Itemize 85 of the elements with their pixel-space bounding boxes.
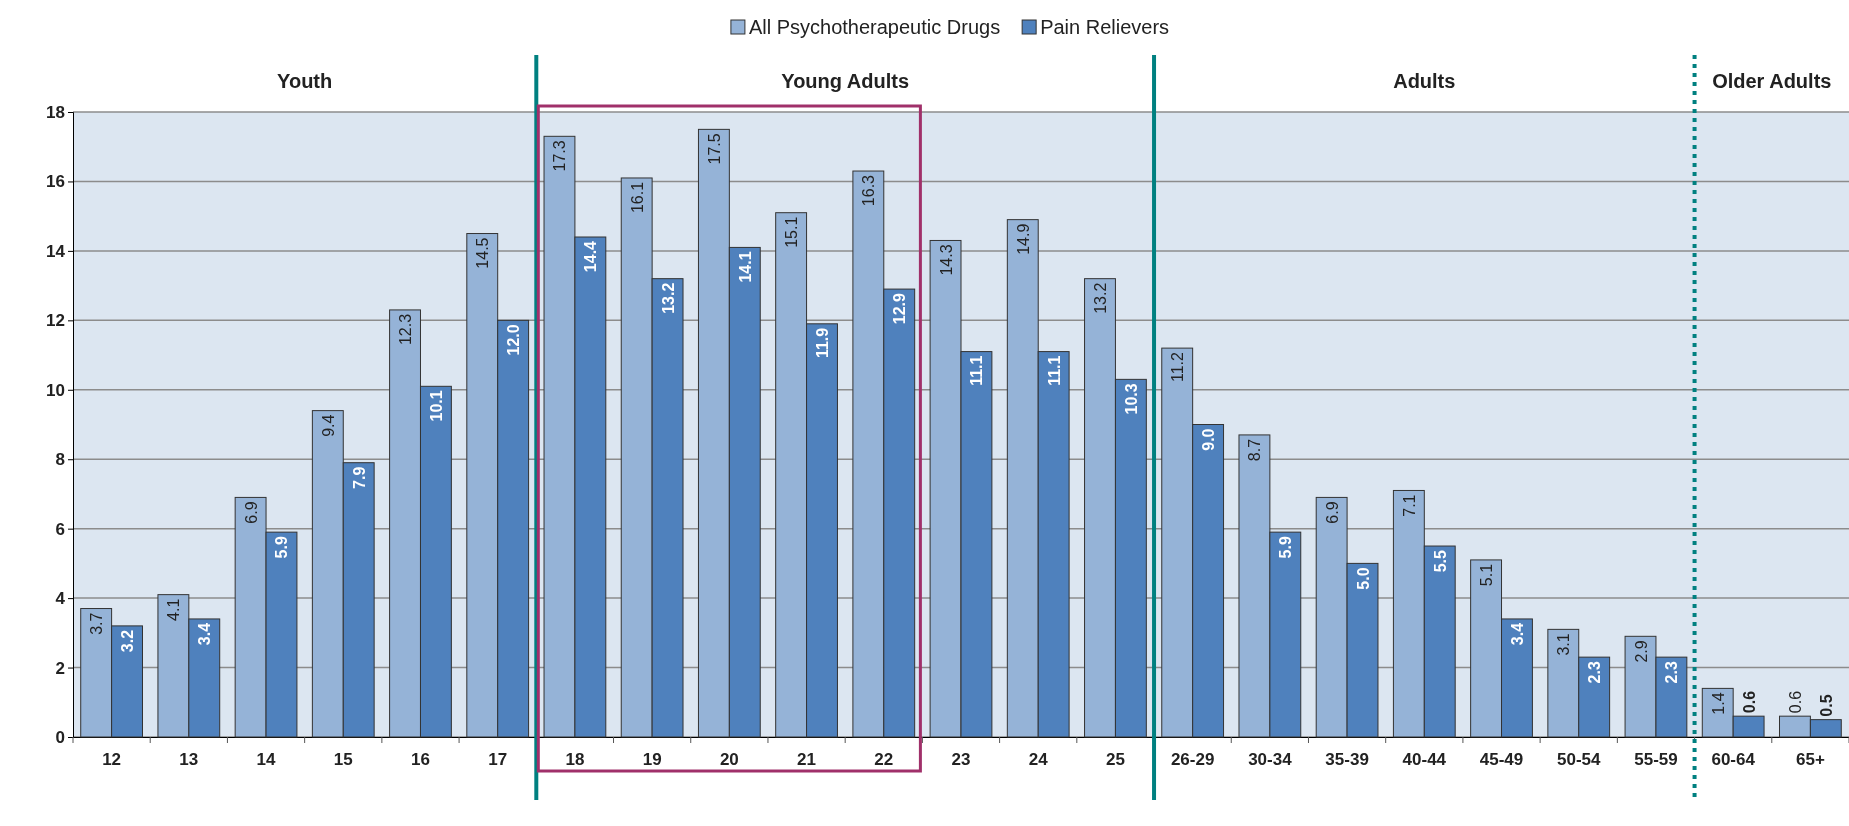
text: Young Adults xyxy=(781,70,910,92)
y-tick-label: 14 xyxy=(46,241,66,261)
data-label: 5.1 xyxy=(1478,563,1496,587)
data-label: 6.9 xyxy=(242,501,260,524)
data-label: 7.1 xyxy=(1400,494,1418,517)
x-tick-label: 35-39 xyxy=(1325,750,1369,770)
data-label: 2.9 xyxy=(1632,640,1650,663)
text: Adults xyxy=(1393,70,1456,92)
x-tick-label: 14 xyxy=(256,750,277,770)
data-label: 3.2 xyxy=(119,629,137,653)
data-label: 12.3 xyxy=(397,313,415,346)
y-tick-label: 6 xyxy=(55,519,65,539)
data-label: 3.1 xyxy=(1555,633,1573,656)
data-label: 13.2 xyxy=(659,282,677,314)
y-tick-label: 18 xyxy=(46,102,65,122)
data-label: 14.5 xyxy=(474,237,492,269)
legend-label: Pain Relievers xyxy=(1040,16,1170,38)
y-tick-label: 10 xyxy=(46,380,65,400)
x-tick-label: 40-44 xyxy=(1402,750,1447,770)
data-label: 2.3 xyxy=(1586,661,1604,684)
data-label: 9.0 xyxy=(1200,428,1218,451)
data-label: 14.1 xyxy=(736,251,754,283)
data-label: 3.4 xyxy=(196,622,214,646)
y-tick-label: 8 xyxy=(55,450,65,470)
data-label: 1.4 xyxy=(1709,692,1727,715)
x-tick-label: 30-34 xyxy=(1248,750,1293,770)
x-tick-label: 12 xyxy=(102,750,122,770)
x-tick-label: 16 xyxy=(411,750,430,770)
x-tick-label: 50-54 xyxy=(1557,750,1602,770)
data-label: 17.5 xyxy=(705,133,723,165)
data-label: 9.4 xyxy=(319,414,337,437)
data-label: 14.9 xyxy=(1014,223,1032,255)
text: Youth xyxy=(277,70,333,92)
data-label: 5.9 xyxy=(273,536,291,559)
data-label: 15.1 xyxy=(783,216,801,248)
data-label: 5.0 xyxy=(1354,567,1372,590)
x-tick-label: 21 xyxy=(797,750,817,770)
x-tick-label: 18 xyxy=(565,750,585,770)
x-tick-label: 15 xyxy=(333,750,353,770)
data-label: 10.1 xyxy=(427,390,445,422)
x-tick-label: 13 xyxy=(179,750,199,770)
data-label: 3.7 xyxy=(88,612,106,635)
y-tick-label: 12 xyxy=(46,311,65,331)
x-tick-label: 45-49 xyxy=(1479,750,1524,770)
data-label: 12.9 xyxy=(891,292,909,325)
x-tick-label: 23 xyxy=(951,750,971,770)
y-tick-label: 4 xyxy=(55,589,66,609)
x-tick-label: 65+ xyxy=(1795,750,1825,770)
data-label: 2.3 xyxy=(1663,661,1681,684)
x-tick-label: 25 xyxy=(1105,750,1125,770)
data-label: 14.3 xyxy=(937,244,955,276)
data-label: 16.3 xyxy=(860,174,878,207)
data-label: 11.1 xyxy=(968,355,986,386)
text: Older Adults xyxy=(1712,70,1832,92)
data-label: 3.4 xyxy=(1508,622,1526,646)
x-tick-label: 26-29 xyxy=(1170,750,1215,770)
data-label: 11.2 xyxy=(1169,352,1187,383)
data-label: 17.3 xyxy=(551,140,569,172)
y-tick-label: 16 xyxy=(46,172,65,192)
legend-label: All Psychotherapeutic Drugs xyxy=(748,16,1001,38)
data-label: 0.5 xyxy=(1817,694,1835,717)
y-tick-label: 2 xyxy=(55,658,65,678)
data-label: 4.1 xyxy=(165,598,183,621)
data-label: 12.0 xyxy=(505,324,523,356)
data-label: 5.5 xyxy=(1431,549,1449,573)
data-label: 11.9 xyxy=(814,327,832,359)
x-tick-label: 60-64 xyxy=(1711,750,1756,770)
x-tick-label: 22 xyxy=(874,750,894,770)
data-label: 8.7 xyxy=(1246,438,1264,462)
data-label: 13.2 xyxy=(1091,282,1109,314)
x-tick-label: 20 xyxy=(719,750,739,770)
y-tick-label: 0 xyxy=(55,727,65,747)
x-tick-label: 24 xyxy=(1028,750,1049,770)
data-label: 6.9 xyxy=(1323,501,1341,524)
data-label: 14.4 xyxy=(582,240,600,273)
data-label: 10.3 xyxy=(1122,383,1140,415)
x-tick-label: 19 xyxy=(642,750,662,770)
data-label: 16.1 xyxy=(628,181,646,214)
data-label: 5.9 xyxy=(1277,536,1295,559)
data-label: 7.9 xyxy=(350,466,368,489)
x-tick-label: 55-59 xyxy=(1634,750,1678,770)
data-label: 11.1 xyxy=(1045,355,1063,386)
data-label: 0.6 xyxy=(1740,690,1758,714)
data-label: 0.6 xyxy=(1786,690,1804,714)
x-tick-label: 17 xyxy=(488,750,508,770)
